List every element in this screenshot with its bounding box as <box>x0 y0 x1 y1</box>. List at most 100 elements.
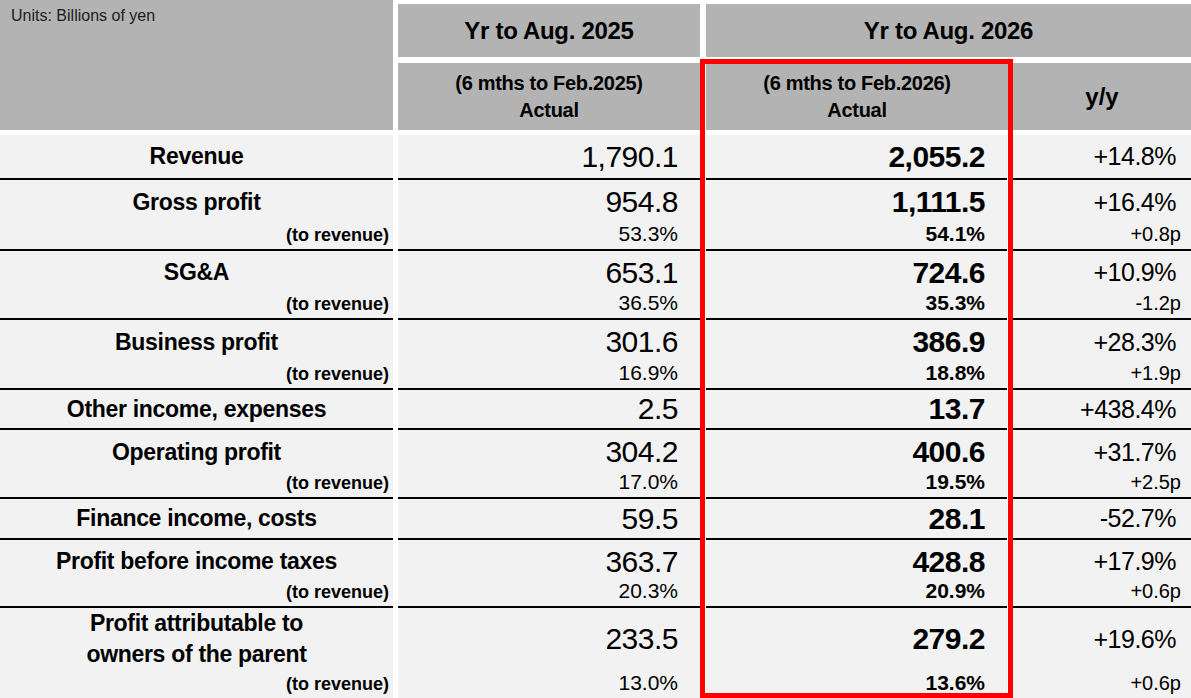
value-yoy-cell: +31.7% +2.5p <box>1013 430 1191 499</box>
sub-value-fy2026: 13.6% <box>706 670 1007 698</box>
row-label: Business profit <box>0 320 393 364</box>
row-sub-label: (to revenue) <box>0 583 393 606</box>
subheader-feb2025-actual: Actual <box>519 97 578 124</box>
column-header-fy2026-label: Yr to Aug. 2026 <box>864 17 1033 45</box>
value-yoy-cell: +28.3% +1.9p <box>1013 320 1191 390</box>
units-label: Units: Billions of yen <box>11 7 382 25</box>
row-label-line1: Profit attributable to <box>90 608 303 639</box>
sub-value-yoy: +1.9p <box>1013 364 1191 388</box>
value-yoy: +10.9% <box>1013 251 1191 294</box>
row-sub-label: (to revenue) <box>0 364 393 388</box>
value-fy2025: 363.7 <box>398 540 700 583</box>
subheader-yoy-label: y/y <box>1085 83 1118 111</box>
value-fy2026-cell: 279.2 13.6% <box>706 608 1007 698</box>
sub-value-yoy: +0.6p <box>1013 583 1191 606</box>
row-label-cell: Other income, expenses <box>0 390 393 430</box>
row-label-cell: SG&A (to revenue) <box>0 251 393 320</box>
row-label-cell: Operating profit (to revenue) <box>0 430 393 499</box>
row-sub-label: (to revenue) <box>0 670 393 698</box>
table-row-profit-before-income-taxes: Profit before income taxes (to revenue) … <box>0 540 1191 608</box>
row-label: Gross profit <box>0 180 393 224</box>
value-fy2025: 2.5 <box>398 390 700 428</box>
value-fy2026-cell: 724.6 35.3% <box>706 251 1007 320</box>
value-yoy: +16.4% <box>1013 180 1191 224</box>
value-fy2026: 724.6 <box>706 251 1007 294</box>
table-row-business-profit: Business profit (to revenue) 301.6 16.9%… <box>0 320 1191 390</box>
column-header-fy2025-label: Yr to Aug. 2025 <box>464 17 633 45</box>
row-label: Operating profit <box>0 430 393 474</box>
value-fy2025-cell: 233.5 13.0% <box>398 608 700 698</box>
row-sub-label: (to revenue) <box>0 294 393 318</box>
value-fy2026-cell: 400.6 19.5% <box>706 430 1007 499</box>
value-yoy-cell: +16.4% +0.8p <box>1013 180 1191 251</box>
value-fy2025-cell: 954.8 53.3% <box>398 180 700 251</box>
table-row-revenue: Revenue 1,790.1 2,055.2 +14.8% <box>0 135 1191 180</box>
value-yoy-cell: +10.9% -1.2p <box>1013 251 1191 320</box>
value-fy2026: 428.8 <box>706 540 1007 583</box>
row-label-cell: Profit before income taxes (to revenue) <box>0 540 393 608</box>
table-row-operating-profit: Operating profit (to revenue) 304.2 17.0… <box>0 430 1191 499</box>
row-label-cell: Business profit (to revenue) <box>0 320 393 390</box>
sub-value-fy2026: 20.9% <box>706 583 1007 606</box>
value-fy2026-cell: 13.7 <box>706 390 1007 430</box>
value-fy2025-cell: 2.5 <box>398 390 700 430</box>
value-fy2026-cell: 1,111.5 54.1% <box>706 180 1007 251</box>
value-fy2026-cell: 28.1 <box>706 499 1007 540</box>
subheader-feb2025-period: (6 mths to Feb.2025) <box>455 70 642 97</box>
value-yoy: +19.6% <box>1013 608 1191 670</box>
row-label: Finance income, costs <box>0 499 393 538</box>
sub-value-fy2026: 18.8% <box>706 364 1007 388</box>
value-fy2025-cell: 301.6 16.9% <box>398 320 700 390</box>
row-label-cell: Finance income, costs <box>0 499 393 540</box>
sub-value-fy2025: 20.3% <box>398 583 700 606</box>
value-yoy-cell: +14.8% <box>1013 135 1191 180</box>
value-fy2026: 13.7 <box>706 390 1007 428</box>
value-fy2025: 1,790.1 <box>398 135 700 178</box>
value-fy2026-cell: 386.9 18.8% <box>706 320 1007 390</box>
subheader-yoy: y/y <box>1013 63 1191 130</box>
value-yoy: +14.8% <box>1013 135 1191 178</box>
value-fy2025: 954.8 <box>398 180 700 224</box>
sub-value-yoy: -1.2p <box>1013 294 1191 318</box>
row-label: Profit attributable to owners of the par… <box>0 608 393 670</box>
row-sub-label: (to revenue) <box>0 224 393 249</box>
value-fy2026: 28.1 <box>706 499 1007 538</box>
subheader-feb2025: (6 mths to Feb.2025) Actual <box>398 63 700 130</box>
value-yoy-cell: +17.9% +0.6p <box>1013 540 1191 608</box>
sub-value-yoy: +0.8p <box>1013 224 1191 249</box>
value-yoy: +31.7% <box>1013 430 1191 474</box>
table-row-sga: SG&A (to revenue) 653.1 36.5% 724.6 35.3… <box>0 251 1191 320</box>
sub-value-fy2025: 36.5% <box>398 294 700 318</box>
sub-value-fy2026: 35.3% <box>706 294 1007 318</box>
row-label: Revenue <box>0 135 393 178</box>
sub-value-fy2025: 53.3% <box>398 224 700 249</box>
value-fy2025: 301.6 <box>398 320 700 364</box>
table-header: Units: Billions of yen Yr to Aug. 2025 Y… <box>0 0 1191 135</box>
subheader-feb2026-actual: Actual <box>827 97 886 124</box>
value-fy2025: 304.2 <box>398 430 700 474</box>
value-yoy: -52.7% <box>1013 499 1191 538</box>
sub-value-fy2025: 17.0% <box>398 474 700 497</box>
value-fy2025-cell: 363.7 20.3% <box>398 540 700 608</box>
column-header-fy2025: Yr to Aug. 2025 <box>398 4 700 57</box>
sub-value-fy2026: 54.1% <box>706 224 1007 249</box>
sub-value-yoy: +0.6p <box>1013 670 1191 698</box>
column-header-fy2026: Yr to Aug. 2026 <box>706 4 1191 57</box>
sub-value-fy2025: 16.9% <box>398 364 700 388</box>
value-fy2025-cell: 653.1 36.5% <box>398 251 700 320</box>
value-fy2026-cell: 428.8 20.9% <box>706 540 1007 608</box>
subheader-feb2026-period: (6 mths to Feb.2026) <box>763 70 950 97</box>
row-sub-label: (to revenue) <box>0 474 393 497</box>
sub-value-fy2025: 13.0% <box>398 670 700 698</box>
table-row-profit-attributable-to-owners: Profit attributable to owners of the par… <box>0 608 1191 698</box>
value-fy2025-cell: 59.5 <box>398 499 700 540</box>
value-yoy: +17.9% <box>1013 540 1191 583</box>
subheader-feb2026: (6 mths to Feb.2026) Actual <box>706 63 1008 130</box>
value-fy2026: 1,111.5 <box>706 180 1007 224</box>
value-yoy: +28.3% <box>1013 320 1191 364</box>
value-fy2026: 386.9 <box>706 320 1007 364</box>
value-yoy-cell: +19.6% +0.6p <box>1013 608 1191 698</box>
units-box: Units: Billions of yen <box>0 0 393 130</box>
table-row-gross-profit: Gross profit (to revenue) 954.8 53.3% 1,… <box>0 180 1191 251</box>
table-row-finance-income-costs: Finance income, costs 59.5 28.1 -52.7% <box>0 499 1191 540</box>
